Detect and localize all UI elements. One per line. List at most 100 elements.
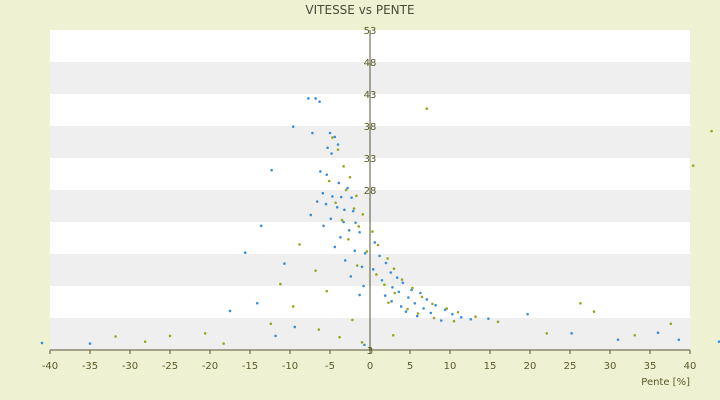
data-point	[348, 175, 352, 179]
data-point	[419, 291, 422, 295]
data-point	[429, 311, 433, 315]
data-point	[222, 342, 225, 345]
data-point	[360, 265, 364, 269]
data-point	[360, 341, 364, 344]
data-point	[88, 342, 92, 345]
x-tick-marks	[49, 350, 691, 354]
data-points	[40, 97, 720, 350]
data-point	[335, 205, 339, 209]
data-point	[691, 164, 695, 167]
data-point	[406, 307, 409, 311]
data-point	[420, 295, 424, 299]
data-point	[143, 340, 147, 343]
y-tick-label: 3	[367, 346, 373, 357]
data-point	[298, 243, 301, 246]
data-point	[363, 343, 366, 347]
x-axis-label: Pente [%]	[641, 377, 690, 388]
data-point	[352, 207, 356, 210]
x-tick-label: 15	[484, 361, 497, 372]
data-point	[373, 241, 377, 244]
data-point	[342, 165, 345, 168]
data-point	[361, 213, 365, 216]
x-tick-label: -35	[82, 361, 98, 372]
data-point	[343, 259, 347, 262]
data-point	[358, 230, 361, 234]
data-point	[474, 315, 477, 319]
data-point	[339, 236, 342, 239]
x-tick-label: 30	[604, 361, 617, 372]
data-point	[315, 200, 319, 203]
data-point	[322, 224, 325, 228]
data-point	[710, 129, 713, 133]
data-point	[432, 316, 436, 320]
data-point	[344, 188, 348, 192]
data-point	[358, 293, 361, 297]
data-point	[371, 268, 375, 271]
data-point	[330, 152, 333, 155]
data-point	[669, 322, 673, 326]
x-tick-label: -40	[42, 361, 58, 372]
data-point	[328, 131, 332, 135]
data-point	[327, 179, 331, 183]
data-point	[384, 261, 388, 265]
data-point	[339, 195, 343, 199]
data-point	[351, 318, 354, 322]
data-point	[656, 331, 660, 335]
data-point	[350, 196, 353, 199]
data-point	[422, 307, 425, 310]
data-point	[293, 325, 297, 329]
data-point	[326, 146, 329, 150]
data-point	[391, 333, 395, 337]
data-point	[401, 281, 405, 285]
data-point	[355, 264, 359, 267]
data-point	[452, 319, 456, 323]
data-point	[334, 201, 337, 205]
data-point	[390, 300, 393, 303]
data-point	[314, 269, 317, 272]
data-point	[325, 289, 329, 293]
data-point	[228, 309, 232, 313]
data-point	[371, 230, 374, 233]
data-point	[434, 303, 437, 307]
chart-title: VITESSE vs PENTE	[305, 3, 414, 17]
x-tick-label: -5	[325, 361, 335, 372]
data-point	[415, 314, 419, 318]
data-point	[114, 335, 117, 338]
data-point	[592, 310, 596, 313]
data-point	[336, 143, 340, 146]
data-point	[331, 136, 334, 139]
data-point	[40, 341, 44, 345]
data-point	[346, 186, 349, 190]
data-point	[399, 305, 403, 308]
data-point	[395, 276, 399, 279]
data-point	[333, 245, 337, 249]
x-tick-label: -25	[162, 361, 178, 372]
data-point	[392, 267, 396, 271]
data-point	[291, 305, 295, 308]
data-point	[314, 97, 317, 100]
x-tick-label: -10	[282, 361, 298, 372]
x-tick-label: 40	[684, 361, 697, 372]
data-point	[456, 310, 460, 314]
data-point	[383, 283, 386, 287]
data-point	[351, 209, 355, 213]
data-point	[354, 221, 357, 224]
data-point	[383, 294, 387, 297]
data-point	[386, 257, 389, 260]
data-point	[407, 296, 410, 299]
data-point	[380, 278, 384, 282]
data-point	[340, 218, 344, 222]
data-point	[425, 298, 429, 301]
data-point	[309, 213, 313, 217]
data-point	[570, 332, 573, 335]
data-point	[279, 282, 282, 286]
data-point	[203, 332, 207, 335]
data-point	[319, 170, 322, 173]
data-point	[545, 332, 549, 335]
data-point	[243, 251, 247, 255]
data-point	[487, 317, 490, 320]
data-point	[633, 333, 637, 337]
data-point	[677, 338, 681, 342]
data-point	[270, 168, 273, 172]
